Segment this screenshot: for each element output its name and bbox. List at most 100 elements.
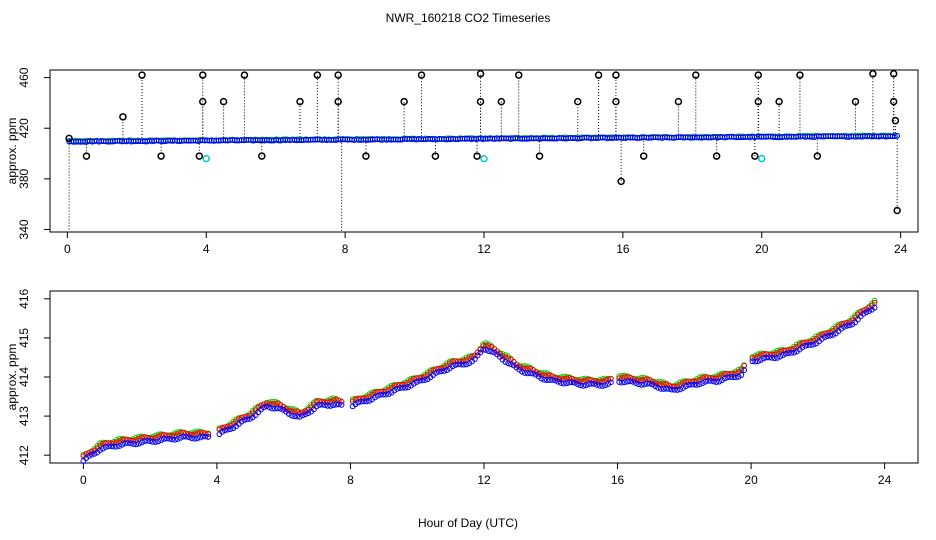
smoothed-red-point	[113, 439, 120, 446]
smoothed-blue-point	[319, 401, 326, 408]
smoothed-blue-point	[144, 437, 151, 444]
smoothed-blue-point	[691, 381, 698, 388]
raw-upper-spike-point	[138, 71, 146, 79]
smoothed-blue-point	[688, 381, 695, 388]
raw-upper-spike-point	[514, 71, 523, 79]
smoothed-blue-point	[791, 349, 797, 356]
smoothed-red-point	[713, 375, 720, 382]
smoothed-blue-point	[560, 380, 567, 387]
smoothed-blue-point	[460, 361, 467, 368]
smoothed-blue-point	[502, 358, 509, 365]
smoothed-blue-point	[136, 440, 142, 447]
smoothed-blue-point	[707, 377, 714, 384]
smoothed-blue-point	[760, 355, 767, 362]
smoothed-blue-point	[374, 392, 381, 399]
smoothed-green-point	[466, 353, 473, 360]
smoothed-blue-point	[749, 358, 756, 365]
smoothed-blue-point	[738, 372, 745, 378]
smoothed-blue-point	[538, 375, 545, 382]
smoothed-blue-point	[569, 379, 575, 386]
smoothed-blue-point	[821, 334, 828, 340]
raw-lower-spike-point	[617, 177, 625, 186]
raw-y-tick-label-340: 340	[17, 219, 31, 239]
raw-upper-spike-point	[754, 97, 763, 106]
smoothed-plot-frame	[49, 290, 919, 464]
smoothed-blue-point	[433, 370, 439, 376]
raw-flagged-point	[758, 154, 766, 163]
smoothed-blue-point	[402, 384, 409, 391]
smoothed-red-point	[652, 380, 659, 387]
smoothed-y-axis-label: approx. ppm	[5, 344, 19, 411]
smoothed-blue-point	[810, 341, 817, 348]
raw-lower-spike-point	[712, 152, 721, 160]
smoothed-green-point	[871, 297, 878, 304]
smoothed-blue-point	[724, 374, 731, 381]
smoothed-blue-point	[710, 378, 717, 385]
smoothed-blue-point	[191, 435, 198, 442]
smoothed-blue-point	[694, 381, 700, 388]
smoothed-blue-point	[222, 427, 228, 434]
smoothed-blue-point	[755, 358, 761, 365]
smoothed-red-point	[160, 432, 167, 438]
smoothed-blue-point	[205, 434, 212, 440]
smoothed-y-axis: 412 413 414 415 416	[17, 288, 50, 465]
raw-data-points	[65, 70, 901, 215]
raw-upper-spike-point	[692, 71, 700, 79]
smoothed-blue-point	[269, 405, 276, 412]
smoothed-blue-point	[297, 413, 303, 420]
smoothed-blue-point	[802, 342, 809, 349]
smoothed-blue-point	[88, 451, 95, 458]
raw-upper-spike-point	[417, 71, 426, 79]
smoothed-blue-point	[599, 383, 606, 389]
smoothed-blue-point	[674, 387, 681, 393]
raw-x-tick-label-16: 16	[616, 242, 630, 256]
smoothed-red-point	[480, 343, 487, 349]
raw-upper-spike-point	[754, 71, 763, 79]
smoothed-blue-point	[571, 379, 578, 386]
smoothed-blue-point	[274, 405, 281, 412]
raw-lower-spike-point	[893, 206, 901, 215]
smoothed-blue-point	[630, 378, 636, 385]
smoothed-blue-point	[177, 434, 184, 441]
smoothed-x-tick-label-0: 0	[80, 473, 87, 487]
smoothed-blue-point	[302, 411, 309, 418]
raw-lower-spike-point	[258, 152, 266, 160]
smoothed-blue-point	[524, 370, 531, 377]
smoothed-blue-point	[863, 309, 870, 316]
smoothed-blue-point	[299, 412, 306, 419]
smoothed-red-point	[752, 354, 759, 361]
smoothed-green-point	[408, 375, 414, 382]
smoothed-blue-point	[119, 441, 126, 448]
smoothed-green-point	[480, 341, 487, 348]
smoothed-blue-point	[313, 403, 320, 410]
smoothed-blue-point	[544, 377, 550, 384]
smoothed-red-point	[152, 434, 159, 441]
smoothed-blue-point	[716, 378, 723, 385]
smoothed-blue-point	[699, 380, 706, 387]
smoothed-blue-point	[138, 439, 145, 446]
raw-upper-spike-point	[775, 97, 783, 106]
smoothed-x-axis: 0 4 8 12 16 20 24	[80, 463, 892, 487]
smoothed-x-tick-label-4: 4	[214, 473, 221, 487]
smoothed-x-tick-label-16: 16	[611, 473, 625, 487]
smoothed-blue-point	[166, 435, 173, 442]
chart-title: NWR_160218 CO2 Timeseries	[386, 11, 551, 25]
raw-x-tick-label-0: 0	[64, 242, 71, 256]
smoothed-blue-point	[241, 417, 248, 423]
smoothed-red-point	[477, 346, 484, 353]
smoothed-blue-point	[224, 426, 231, 433]
raw-lower-spike-point	[431, 152, 440, 160]
smoothed-blue-point	[594, 381, 600, 388]
smoothed-blue-point	[616, 379, 623, 385]
smoothed-green-point	[113, 437, 120, 443]
smoothed-blue-point	[116, 443, 123, 449]
smoothed-blue-point	[355, 399, 362, 406]
raw-y-tick-label-380: 380	[17, 169, 31, 189]
smoothed-blue-point	[555, 378, 562, 385]
smoothed-blue-point	[360, 398, 367, 405]
smoothed-blue-point	[113, 443, 120, 450]
raw-lower-spike-point	[82, 152, 91, 160]
smoothed-blue-point	[483, 347, 489, 353]
smoothed-green-point	[774, 347, 781, 354]
